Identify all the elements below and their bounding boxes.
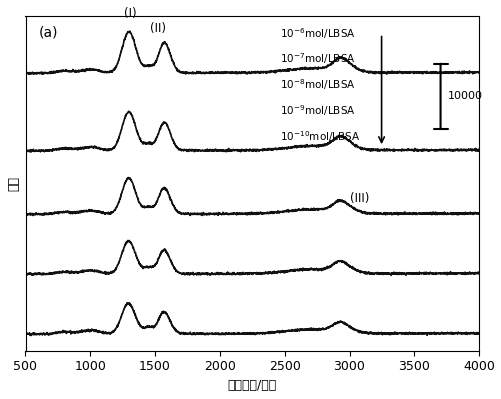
X-axis label: 拉曼位移/波数: 拉曼位移/波数 xyxy=(227,379,277,392)
Text: 10$^{-7}$mol/LBSA: 10$^{-7}$mol/LBSA xyxy=(279,52,355,67)
Text: (III): (III) xyxy=(349,192,368,205)
Text: 10$^{-10}$mol/LBSA: 10$^{-10}$mol/LBSA xyxy=(279,129,359,144)
Text: 10000: 10000 xyxy=(447,91,482,101)
Text: (II): (II) xyxy=(149,22,165,35)
Text: (a): (a) xyxy=(39,26,59,40)
Text: 10$^{-9}$mol/LBSA: 10$^{-9}$mol/LBSA xyxy=(279,103,355,118)
Y-axis label: 强度: 强度 xyxy=(7,176,20,191)
Text: 10$^{-8}$mol/LBSA: 10$^{-8}$mol/LBSA xyxy=(279,77,355,92)
Text: 10$^{-6}$mol/LBSA: 10$^{-6}$mol/LBSA xyxy=(279,26,355,41)
Text: (I): (I) xyxy=(124,7,136,20)
